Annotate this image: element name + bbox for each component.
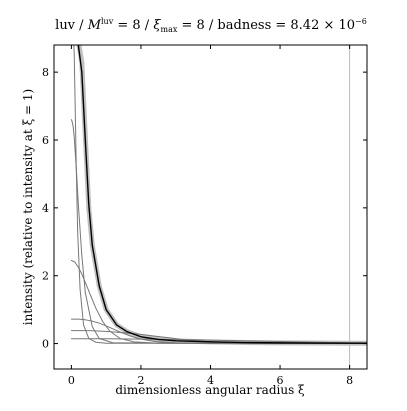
x-axis-label: dimensionless angular radius ξ xyxy=(115,383,305,397)
x-tick-label: 0 xyxy=(68,374,75,387)
title-m-value: = 8 / xyxy=(113,18,153,33)
tick-labels: 0 2 4 6 8 0 2 4 6 8 xyxy=(42,66,353,387)
y-tick-label: 6 xyxy=(42,134,49,147)
title-exponent: −6 xyxy=(355,17,367,26)
series-line-component-5 xyxy=(70,318,367,345)
x-tick-label: 6 xyxy=(277,374,284,387)
title-m-symbol: M xyxy=(87,18,102,33)
x-tick-label: 2 xyxy=(137,374,144,387)
title-xi-value: = 8 / badness = 8.42 × 10 xyxy=(177,18,355,33)
y-tick-label: 2 xyxy=(42,270,49,283)
plot-frame xyxy=(53,44,368,370)
title-m-superscript: luv xyxy=(101,17,114,26)
plot-area xyxy=(70,45,367,369)
y-tick-label: 8 xyxy=(42,66,49,79)
y-tick-label: 4 xyxy=(42,202,49,215)
series-line-component-4 xyxy=(70,259,367,345)
title-xi-subscript: max xyxy=(160,25,177,34)
y-axis-label: intensity (relative to intensity at ξ = … xyxy=(21,89,35,325)
series-line-sum-1 xyxy=(77,45,367,344)
title-prefix: luv / xyxy=(55,18,88,33)
x-tick-label: 4 xyxy=(207,374,214,387)
series-line-component-2 xyxy=(73,45,367,345)
tick-marks xyxy=(54,45,367,369)
title-xi-symbol: ξ xyxy=(153,18,161,33)
y-tick-label: 0 xyxy=(42,338,49,351)
x-tick-label: 8 xyxy=(346,374,353,387)
chart-title: luv / Mluv = 8 / ξmax = 8 / badness = 8.… xyxy=(55,17,367,34)
